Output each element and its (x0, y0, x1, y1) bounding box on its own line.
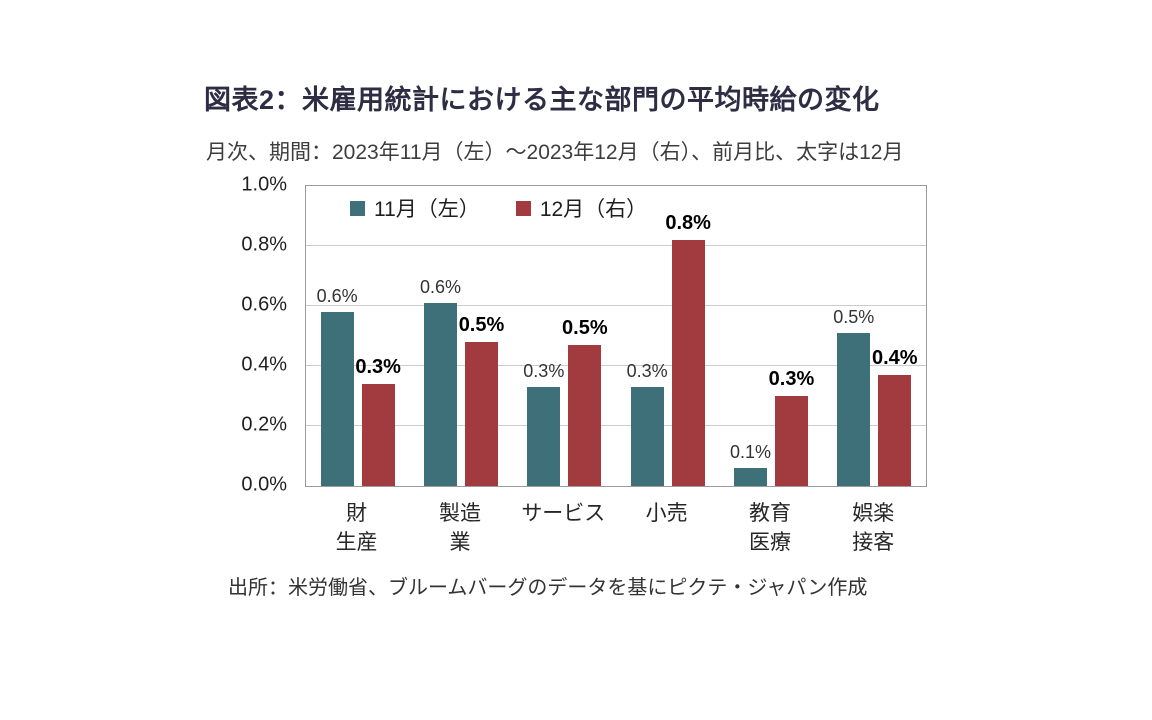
category-label: 財生産 (335, 502, 378, 554)
category-label: 娯楽 接客 (852, 502, 895, 554)
bar-slot: 0.8% (665, 186, 711, 486)
bar (733, 468, 767, 486)
legend: 11月（左） 12月（右） (350, 193, 647, 223)
legend-item: 12月（右） (515, 193, 648, 223)
chart-title: 図表2：米雇用統計における主な部門の平均時給の変化 (204, 85, 880, 115)
legend-swatch (515, 200, 531, 216)
bar-slot: 0.6% (420, 186, 461, 486)
bar-slot: 0.3% (523, 186, 564, 486)
legend-label: 12月（右） (539, 198, 648, 221)
bar-value-label: 0.6% (316, 286, 358, 306)
bar-slot: 0.6% (317, 186, 358, 486)
bar-value-label: 0.8% (665, 212, 711, 234)
y-tick-label: 0.6% (241, 293, 287, 316)
legend-label: 11月（左） (374, 198, 480, 221)
category-label: 製造業 (438, 502, 481, 554)
bar-value-label: 0.5% (833, 307, 875, 327)
bar-groups: 0.6% 0.3% 0.6% 0.5% 0.3% 0.5% 0.3% 0.8% 0.1% 0.3%… (306, 186, 926, 486)
gridline (306, 245, 926, 246)
bar-value-label: 0.6% (419, 277, 461, 297)
bar-slot: 0.3% (769, 186, 814, 486)
gridline (306, 425, 926, 426)
y-tick-label: 1.0% (241, 173, 287, 196)
bar-value-label: 0.3% (768, 368, 815, 390)
bar-slot: 0.5% (562, 186, 608, 486)
bar-group: 0.6% 0.3% (306, 186, 409, 486)
y-tick-label: 0.2% (241, 413, 287, 436)
bar (320, 312, 354, 486)
bar-slot: 0.5% (833, 186, 874, 486)
bar (630, 387, 664, 486)
bar-slot: 0.5% (459, 186, 504, 486)
bar-value-label: 0.1% (729, 442, 771, 462)
gridline (306, 365, 926, 366)
bar-value-label: 0.3% (626, 361, 668, 381)
category-label: 教育 医療 (748, 502, 791, 554)
y-tick-label: 0.0% (241, 473, 287, 496)
y-tick-label: 0.4% (241, 353, 287, 376)
bar-slot: 0.3% (627, 186, 668, 486)
legend-item: 11月（左） (350, 193, 480, 223)
bar-value-label: 0.3% (523, 361, 565, 381)
bar (671, 240, 705, 486)
bar (423, 303, 457, 486)
bar (464, 342, 498, 486)
bar-group: 0.3% 0.5% (513, 186, 616, 486)
bar (774, 396, 808, 486)
y-axis-tick-labels: 0.0% 0.2% 0.4% 0.6% 0.8% 1.0% (185, 174, 295, 496)
bar-value-label: 0.5% (562, 317, 608, 339)
legend-swatch (350, 200, 365, 216)
bar-slot: 0.4% (872, 186, 918, 486)
bar (837, 333, 871, 486)
bar-group: 0.6% 0.5% (409, 186, 512, 486)
bar (527, 387, 561, 486)
category-label: サービス (521, 502, 606, 525)
bar (878, 375, 912, 486)
bar (568, 345, 602, 486)
source-note: 出所：米労働省、ブルームバーグのデータを基にピクテ・ジャパン作成 (228, 577, 868, 599)
bar-value-label: 0.4% (872, 347, 918, 369)
category-label: 小売 (645, 502, 688, 525)
bar-value-label: 0.5% (458, 314, 505, 336)
y-tick-label: 0.8% (241, 233, 287, 256)
bar-group: 0.3% 0.8% (616, 186, 719, 486)
gridline (306, 305, 926, 306)
chart-subtitle: 月次、期間：2023年11月（左）～2023年12月（右）、前月比、太字は12月 (206, 141, 904, 164)
bar-group: 0.5% 0.4% (823, 186, 926, 486)
bar-slot: 0.1% (730, 186, 771, 486)
x-axis-category-labels: 財生産 製造業 サービス 小売 教育 医療 娯楽 接客 (305, 499, 925, 557)
plot-area: 0.6% 0.3% 0.6% 0.5% 0.3% 0.5% 0.3% 0.8% 0.1% 0.3%… (305, 185, 927, 487)
bar (361, 384, 395, 486)
bar-group: 0.1% 0.3% (719, 186, 822, 486)
bar-slot: 0.3% (355, 186, 401, 486)
bar-value-label: 0.3% (355, 356, 401, 378)
